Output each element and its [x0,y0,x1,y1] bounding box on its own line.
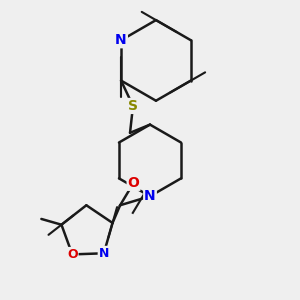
Text: N: N [115,33,127,47]
Text: N: N [99,247,109,260]
Text: N: N [144,189,156,203]
Text: O: O [128,176,140,190]
Text: O: O [67,248,78,261]
Text: S: S [128,99,138,113]
